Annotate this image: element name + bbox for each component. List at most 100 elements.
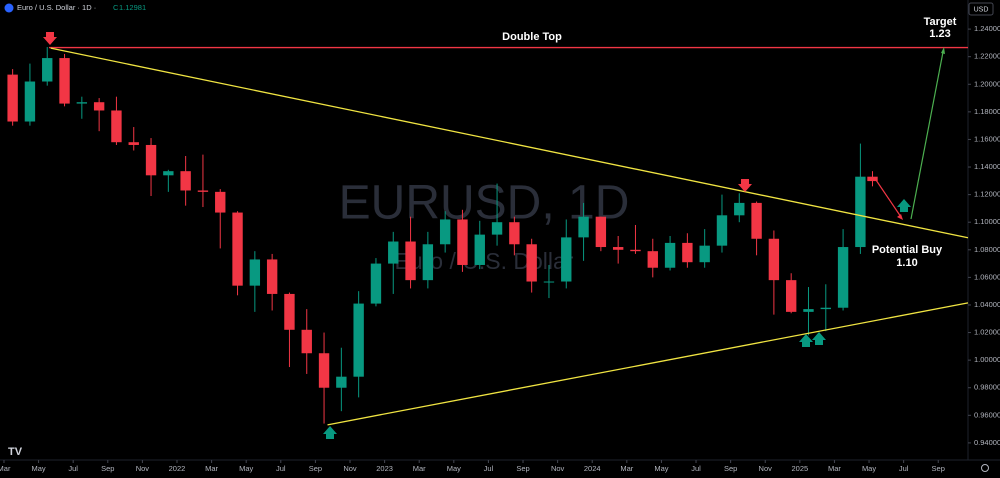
candle-body — [682, 242, 693, 263]
candle-body — [803, 309, 814, 312]
candle-body — [474, 234, 485, 265]
y-tick-label: 1.20000 — [974, 79, 1000, 88]
x-tick-label: May — [239, 464, 253, 473]
candle-body — [145, 144, 157, 176]
currency-label[interactable]: USD — [974, 6, 989, 13]
candle-body — [837, 247, 849, 308]
x-tick-label: Sep — [932, 464, 945, 473]
y-tick-label: 1.18000 — [974, 107, 1000, 116]
candle-body — [76, 102, 88, 104]
x-tick-label: Jul — [691, 464, 701, 473]
currency-button[interactable] — [968, 2, 994, 16]
y-tick-label: 1.02000 — [974, 328, 1000, 337]
candle-body — [855, 176, 866, 248]
arrow-head — [897, 214, 903, 220]
candle-body — [664, 242, 676, 268]
up-arrow — [812, 332, 826, 345]
candle-body — [439, 219, 451, 245]
up-arrow — [799, 334, 813, 347]
candle-body — [284, 293, 295, 330]
tv-logo: TV — [8, 446, 23, 458]
projection-arrow — [875, 179, 902, 218]
candle-body — [509, 222, 520, 245]
candle-body — [59, 58, 70, 104]
x-tick-label: Jul — [276, 464, 286, 473]
candle-body — [249, 259, 261, 286]
annotation: 1.23 — [929, 28, 950, 40]
candle-body — [612, 247, 624, 250]
candle-body — [180, 171, 191, 191]
settings-icon[interactable] — [981, 464, 989, 472]
x-tick-label: Jul — [899, 464, 909, 473]
candle-body — [734, 202, 745, 216]
candle-body — [716, 215, 728, 246]
candle-body — [388, 241, 399, 264]
candle-body — [768, 238, 780, 281]
arrow-head — [941, 47, 945, 54]
candle-body — [232, 212, 243, 286]
candle-body — [128, 142, 139, 145]
x-tick-label: Nov — [551, 464, 565, 473]
candle-body — [111, 110, 122, 143]
y-tick-label: 1.06000 — [974, 272, 1000, 281]
y-tick-label: 1.04000 — [974, 300, 1000, 309]
candle-body — [820, 307, 831, 310]
candle-body — [197, 190, 209, 192]
annotation: Potential Buy — [872, 244, 943, 256]
x-tick-label: Mar — [413, 464, 426, 473]
y-tick-label: 1.10000 — [974, 217, 1000, 226]
y-tick-label: 1.24000 — [974, 24, 1000, 33]
candle-body — [699, 245, 710, 263]
x-tick-label: May — [447, 464, 461, 473]
x-tick-label: May — [862, 464, 876, 473]
x-tick-label: Nov — [136, 464, 150, 473]
candle-body — [301, 329, 312, 354]
x-tick-label: May — [31, 464, 45, 473]
candle-body — [491, 222, 503, 235]
y-tick-label: 0.96000 — [974, 410, 1000, 419]
x-tick-label: Nov — [759, 464, 773, 473]
down-arrow — [738, 179, 752, 192]
y-tick-label: 1.00000 — [974, 355, 1000, 364]
x-tick-label: 2024 — [584, 464, 601, 473]
x-tick-label: Sep — [101, 464, 114, 473]
y-tick-label: 1.12000 — [974, 190, 1000, 199]
x-tick-label: Mar — [0, 464, 11, 473]
trend-line — [327, 302, 969, 426]
arrows — [43, 32, 945, 439]
candle-body — [336, 376, 347, 388]
candle-body — [751, 202, 762, 239]
candle-body — [7, 74, 18, 122]
candle-body — [526, 244, 537, 282]
x-tick-label: Nov — [343, 464, 357, 473]
x-tick-label: Mar — [205, 464, 218, 473]
y-tick-label: 1.14000 — [974, 162, 1000, 171]
y-tick-label: 1.08000 — [974, 245, 1000, 254]
symbol-title: Euro / U.S. Dollar · 1D · — [17, 3, 96, 12]
x-tick-label: Mar — [620, 464, 633, 473]
candle-body — [630, 249, 641, 252]
candle-body — [578, 216, 589, 238]
x-tick-label: Mar — [828, 464, 841, 473]
annotation: Target — [924, 16, 957, 28]
x-tick-label: Jul — [484, 464, 494, 473]
up-arrow — [323, 426, 337, 439]
symbol-logo — [4, 3, 14, 13]
y-tick-label: 0.94000 — [974, 438, 1000, 447]
candle-body — [595, 216, 607, 248]
close-label: C — [113, 3, 119, 12]
y-tick-label: 1.16000 — [974, 134, 1000, 143]
candle-body — [561, 237, 572, 282]
x-tick-label: May — [654, 464, 668, 473]
candle-body — [93, 102, 105, 111]
candle-body — [353, 303, 364, 377]
candle-body — [457, 219, 468, 265]
annotation: Double Top — [502, 31, 562, 43]
candle-body — [422, 244, 434, 281]
up-arrow — [897, 199, 911, 212]
candle-body — [24, 81, 36, 122]
x-tick-label: 2025 — [791, 464, 808, 473]
candle-body — [543, 281, 555, 283]
